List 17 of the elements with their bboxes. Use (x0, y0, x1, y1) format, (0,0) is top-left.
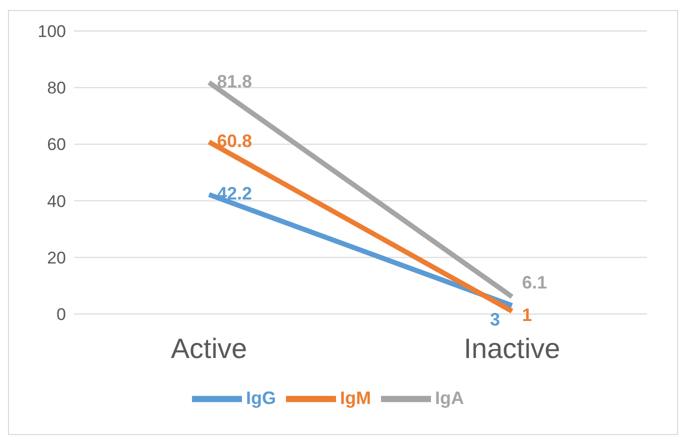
data-label: 3 (490, 310, 500, 330)
x-tick-label: Inactive (464, 332, 560, 364)
y-tick-label: 60 (47, 135, 66, 154)
y-tick-label: 40 (47, 192, 66, 211)
y-tick-label: 20 (47, 248, 66, 268)
data-label: 60.8 (217, 130, 252, 151)
y-tick-label: 0 (56, 305, 66, 324)
x-tick-label: Active (170, 332, 248, 364)
legend-label: IgM (340, 388, 371, 408)
data-label: 1 (522, 305, 532, 326)
y-tick-label: 100 (38, 22, 66, 42)
y-tick-label: 80 (47, 78, 66, 98)
legend-label: IgA (435, 388, 464, 408)
data-label: 81.8 (217, 72, 252, 92)
data-label: 42.2 (217, 184, 252, 204)
legend-label: IgG (246, 388, 276, 408)
data-label: 6.1 (522, 272, 548, 293)
